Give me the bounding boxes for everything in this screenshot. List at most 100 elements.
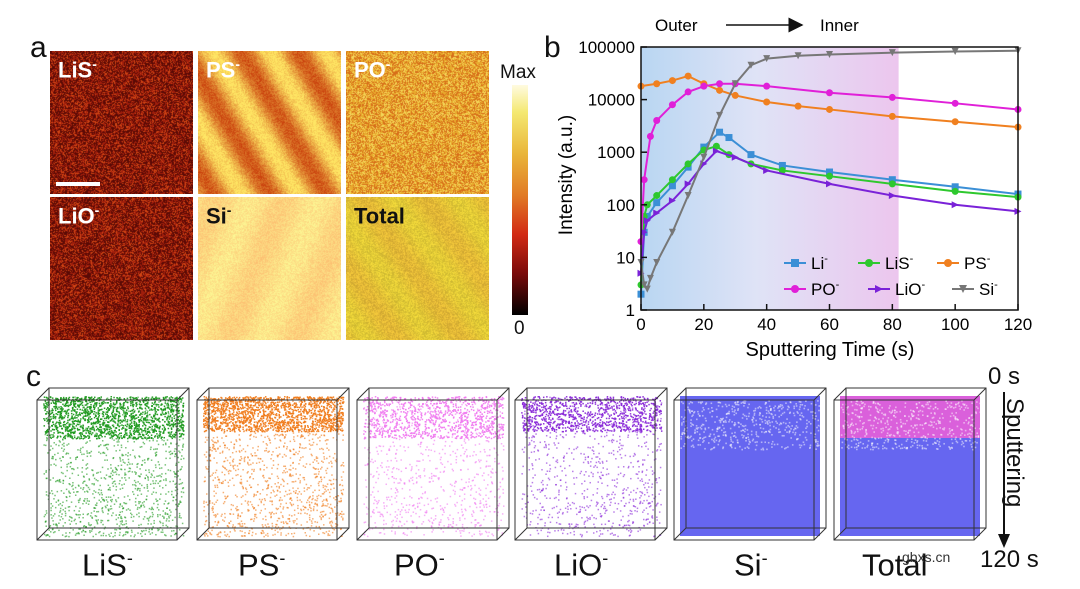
map-texture bbox=[50, 51, 193, 194]
data-point bbox=[951, 99, 959, 107]
x-tick-label: 40 bbox=[757, 315, 776, 334]
data-point bbox=[888, 93, 896, 101]
data-point bbox=[826, 180, 833, 188]
map-label: LiO- bbox=[58, 202, 100, 229]
data-point bbox=[725, 134, 733, 142]
y-tick-label: 1000 bbox=[597, 143, 635, 162]
data-point bbox=[668, 77, 676, 85]
data-point bbox=[640, 281, 648, 289]
x-tick-label: 120 bbox=[1004, 315, 1032, 334]
y-tick-label: 100 bbox=[607, 196, 635, 215]
series-ps bbox=[637, 72, 1022, 131]
chart-y-label: Intensity (a.u.) bbox=[556, 115, 577, 235]
panel-letter-c: c bbox=[26, 360, 41, 393]
series-li bbox=[637, 128, 1022, 298]
data-point bbox=[640, 228, 648, 236]
legend-item: LiO- bbox=[868, 279, 925, 299]
data-point bbox=[1014, 190, 1022, 198]
data-point bbox=[700, 143, 708, 151]
map-tile: PS- bbox=[198, 51, 341, 194]
data-point bbox=[668, 228, 676, 236]
data-point bbox=[763, 82, 771, 90]
data-point bbox=[826, 105, 833, 113]
annotation-inner: Inner bbox=[820, 16, 859, 35]
map-tile: PO- bbox=[346, 51, 489, 194]
legend-label: LiO- bbox=[895, 279, 925, 299]
legend-item: PO- bbox=[784, 279, 840, 299]
series-line bbox=[640, 130, 1019, 295]
legend-label: Li- bbox=[811, 253, 828, 273]
data-point bbox=[716, 86, 724, 94]
chart-x-label: Sputtering Time (s) bbox=[746, 339, 915, 361]
data-point bbox=[716, 111, 724, 119]
cube bbox=[511, 386, 671, 546]
legend-item: PS- bbox=[937, 253, 991, 273]
cube bbox=[830, 386, 990, 546]
map-texture bbox=[346, 51, 489, 194]
data-point bbox=[712, 147, 720, 155]
data-point bbox=[653, 80, 661, 88]
data-point bbox=[1014, 207, 1022, 215]
data-point bbox=[646, 274, 654, 282]
cube-edges bbox=[356, 387, 510, 541]
cube-label: LiS- bbox=[82, 547, 133, 583]
y-tick-label: 100000 bbox=[578, 38, 635, 57]
data-point bbox=[700, 153, 708, 161]
data-point bbox=[637, 82, 645, 90]
data-point bbox=[1014, 47, 1022, 55]
chart-plot-frame bbox=[640, 46, 1019, 311]
data-point bbox=[778, 166, 786, 174]
data-point bbox=[637, 281, 645, 289]
data-point bbox=[684, 192, 692, 200]
x-tick-label: 100 bbox=[941, 315, 969, 334]
data-point bbox=[684, 160, 692, 168]
panel-letter-b: b bbox=[544, 31, 561, 64]
cube-dots bbox=[840, 396, 982, 536]
map-texture bbox=[50, 197, 193, 340]
data-point bbox=[763, 98, 771, 106]
series-line bbox=[640, 82, 1019, 242]
cube-edges bbox=[673, 387, 827, 541]
sputter-start-label: 0 s bbox=[988, 363, 1021, 390]
data-point bbox=[763, 166, 771, 174]
data-point bbox=[668, 101, 676, 109]
data-point bbox=[747, 160, 755, 168]
data-point bbox=[643, 217, 651, 225]
data-point bbox=[888, 112, 896, 120]
cube-edges bbox=[196, 387, 350, 541]
data-point bbox=[700, 146, 708, 154]
data-point bbox=[712, 142, 720, 150]
series-lio bbox=[637, 147, 1022, 277]
chart-shaded-region bbox=[641, 47, 899, 310]
map-texture bbox=[198, 197, 341, 340]
cube bbox=[33, 386, 193, 546]
x-tick-label: 60 bbox=[820, 315, 839, 334]
data-point bbox=[637, 290, 645, 298]
data-point bbox=[700, 80, 708, 88]
data-point bbox=[747, 61, 755, 69]
map-label: PS- bbox=[206, 56, 241, 83]
x-tick-label: 0 bbox=[636, 315, 645, 334]
data-point bbox=[826, 89, 833, 97]
series-line bbox=[640, 145, 1019, 285]
data-point bbox=[637, 269, 645, 277]
map-texture bbox=[346, 197, 489, 340]
legend-item: Li- bbox=[784, 253, 828, 273]
map-tile: LiO- bbox=[50, 197, 193, 340]
data-point bbox=[731, 80, 739, 88]
map-label: Si- bbox=[206, 202, 232, 229]
cube-label: PS- bbox=[238, 547, 286, 583]
data-point bbox=[731, 91, 739, 99]
annotation-outer: Outer bbox=[655, 16, 698, 35]
data-point bbox=[716, 128, 724, 136]
series-lis bbox=[637, 142, 1022, 289]
data-point bbox=[643, 201, 651, 209]
data-point bbox=[1014, 105, 1022, 113]
cube-edges bbox=[833, 387, 987, 541]
map-label: LiS- bbox=[58, 56, 97, 83]
cube-dots bbox=[363, 396, 505, 538]
legend-label: PS- bbox=[964, 253, 991, 273]
cube-label: Si- bbox=[734, 547, 768, 583]
data-point bbox=[653, 258, 661, 266]
data-point bbox=[684, 72, 692, 80]
